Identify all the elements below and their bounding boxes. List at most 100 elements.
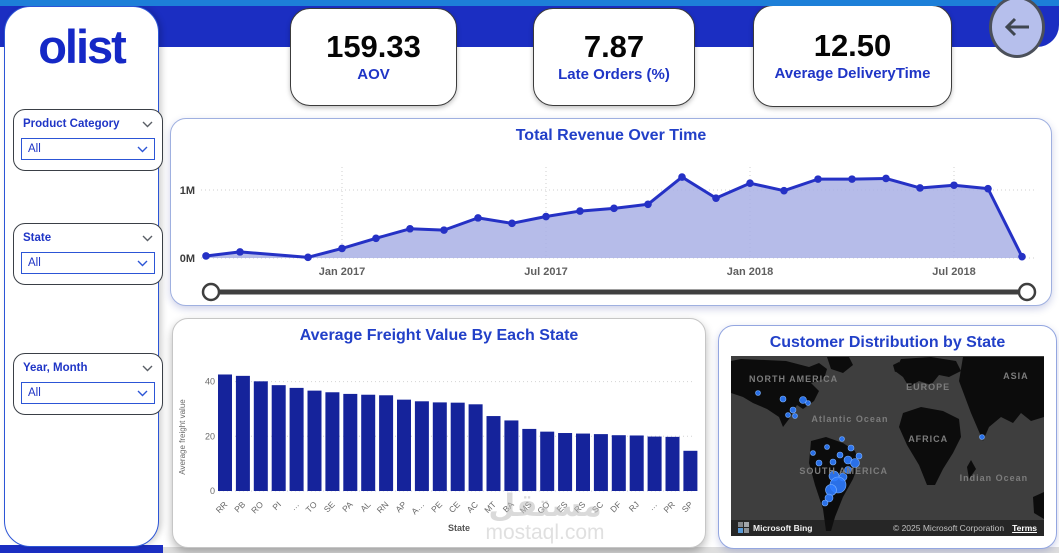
data-point-Sep 2017[interactable] bbox=[610, 204, 618, 213]
data-point-Oct 2017[interactable] bbox=[644, 200, 652, 209]
bar-PE[interactable] bbox=[432, 402, 447, 491]
data-point-May 2017[interactable] bbox=[474, 214, 482, 222]
bar-RJ[interactable] bbox=[629, 435, 644, 491]
customer-bubble[interactable] bbox=[844, 466, 852, 474]
customer-map-panel: Customer Distribution by State NORTH AME bbox=[718, 325, 1057, 549]
customer-bubble[interactable] bbox=[824, 444, 830, 450]
customer-bubble[interactable] bbox=[839, 436, 845, 442]
data-point-Sep 2016[interactable] bbox=[202, 252, 210, 260]
customer-bubble[interactable] bbox=[850, 458, 860, 468]
data-point-Jul 2018[interactable] bbox=[950, 181, 958, 190]
data-point-Mar 2017[interactable] bbox=[406, 224, 414, 233]
bar-GO[interactable] bbox=[540, 431, 555, 491]
data-point-Feb 2017[interactable] bbox=[372, 234, 380, 243]
bar-…[interactable] bbox=[647, 436, 662, 491]
customer-bubble[interactable] bbox=[821, 499, 829, 507]
data-point-Feb 2018[interactable] bbox=[780, 186, 788, 195]
svg-text:SE: SE bbox=[322, 499, 337, 514]
svg-text:PB: PB bbox=[232, 499, 247, 514]
bar-SC[interactable] bbox=[593, 434, 608, 491]
bar-PI[interactable] bbox=[271, 385, 286, 491]
data-point-Nov 2017[interactable] bbox=[678, 173, 686, 181]
customer-bubble[interactable] bbox=[779, 395, 787, 403]
bar-SP[interactable] bbox=[683, 450, 698, 491]
product-category-select[interactable]: All bbox=[21, 138, 155, 160]
customer-bubble[interactable] bbox=[805, 400, 811, 406]
svg-text:1M: 1M bbox=[180, 185, 195, 197]
data-point-Apr 2018[interactable] bbox=[848, 175, 856, 183]
svg-text:…: … bbox=[288, 499, 301, 512]
data-point-Aug 2017[interactable] bbox=[576, 207, 584, 215]
kpi-value: 7.87 bbox=[583, 28, 645, 64]
filter-header-state[interactable]: State bbox=[21, 232, 155, 244]
data-point-Jan 2017[interactable] bbox=[338, 244, 346, 253]
customer-bubble[interactable] bbox=[810, 450, 816, 456]
customer-bubble[interactable] bbox=[836, 451, 844, 459]
bar-RN[interactable] bbox=[379, 395, 394, 491]
bar-TO[interactable] bbox=[307, 390, 322, 491]
customer-bubble[interactable] bbox=[789, 406, 797, 414]
svg-text:Jul 2017: Jul 2017 bbox=[524, 266, 567, 278]
data-point-Jun 2018[interactable] bbox=[916, 184, 924, 192]
customer-bubble[interactable] bbox=[799, 396, 807, 404]
bar-BA[interactable] bbox=[504, 420, 519, 491]
bar-CE[interactable] bbox=[450, 402, 465, 491]
data-point-Jan 2018[interactable] bbox=[746, 179, 754, 187]
back-button[interactable] bbox=[989, 0, 1045, 58]
bar-PR[interactable] bbox=[665, 436, 680, 491]
range-slider-handle-left[interactable] bbox=[201, 282, 221, 302]
customer-bubble[interactable] bbox=[824, 493, 834, 503]
bar-RR[interactable] bbox=[218, 374, 232, 491]
bar-AC[interactable] bbox=[468, 404, 483, 491]
data-point-Mar 2018[interactable] bbox=[814, 175, 822, 183]
customer-bubble[interactable] bbox=[815, 459, 823, 467]
bar-SE[interactable] bbox=[325, 392, 340, 491]
filter-header-year-month[interactable]: Year, Month bbox=[21, 362, 155, 374]
data-point-Oct 2016[interactable] bbox=[236, 248, 244, 256]
state-select[interactable]: All bbox=[21, 252, 155, 274]
data-point-Apr 2017[interactable] bbox=[440, 226, 448, 234]
svg-text:RJ: RJ bbox=[627, 499, 641, 513]
chevron-down-icon bbox=[137, 390, 148, 396]
map-terms-link[interactable]: Terms bbox=[1012, 523, 1037, 533]
filter-group-state: State All bbox=[13, 223, 163, 285]
data-point-Sep 2018[interactable] bbox=[1018, 252, 1026, 261]
bar-MS[interactable] bbox=[522, 428, 537, 491]
bar-…[interactable] bbox=[289, 387, 304, 491]
bar-AL[interactable] bbox=[361, 394, 376, 491]
kpi-label: Late Orders (%) bbox=[558, 66, 670, 84]
customer-bubble[interactable] bbox=[825, 484, 837, 496]
svg-text:DF: DF bbox=[608, 499, 623, 514]
customer-bubble[interactable] bbox=[755, 390, 761, 396]
bar-RS[interactable] bbox=[576, 433, 590, 491]
customer-bubble[interactable] bbox=[792, 413, 798, 419]
customer-bubble[interactable] bbox=[855, 452, 863, 460]
map-canvas[interactable]: NORTH AMERICA EUROPE ASIA Atlantic Ocean AFR… bbox=[731, 356, 1044, 536]
svg-text:…: … bbox=[646, 499, 659, 512]
bar-ES[interactable] bbox=[558, 433, 573, 491]
customer-bubble[interactable] bbox=[829, 458, 837, 466]
bing-logo-icon bbox=[738, 522, 749, 533]
data-point-Dec 2016[interactable] bbox=[304, 253, 312, 262]
customer-bubble[interactable] bbox=[847, 444, 855, 452]
customer-bubble[interactable] bbox=[979, 434, 985, 440]
range-slider-handle-right[interactable] bbox=[1017, 282, 1037, 302]
data-point-May 2018[interactable] bbox=[882, 174, 890, 183]
bar-A…[interactable] bbox=[414, 401, 429, 491]
data-point-Aug 2018[interactable] bbox=[984, 184, 992, 193]
bar-PB[interactable] bbox=[235, 375, 250, 491]
data-point-Jul 2017[interactable] bbox=[542, 212, 550, 221]
bar-RO[interactable] bbox=[253, 381, 268, 491]
bar-AP[interactable] bbox=[397, 399, 411, 491]
filter-header-product-category[interactable]: Product Category bbox=[21, 118, 155, 130]
data-point-Dec 2017[interactable] bbox=[712, 194, 720, 202]
year-month-select[interactable]: All bbox=[21, 382, 155, 404]
bar-DF[interactable] bbox=[611, 435, 626, 491]
svg-text:20: 20 bbox=[205, 431, 215, 441]
data-point-Jun 2017[interactable] bbox=[508, 219, 516, 228]
chart-title: Average Freight Value By Each State bbox=[299, 327, 579, 344]
customer-bubble[interactable] bbox=[785, 412, 791, 418]
bar-PA[interactable] bbox=[343, 393, 358, 491]
bar-MT[interactable] bbox=[486, 416, 501, 491]
